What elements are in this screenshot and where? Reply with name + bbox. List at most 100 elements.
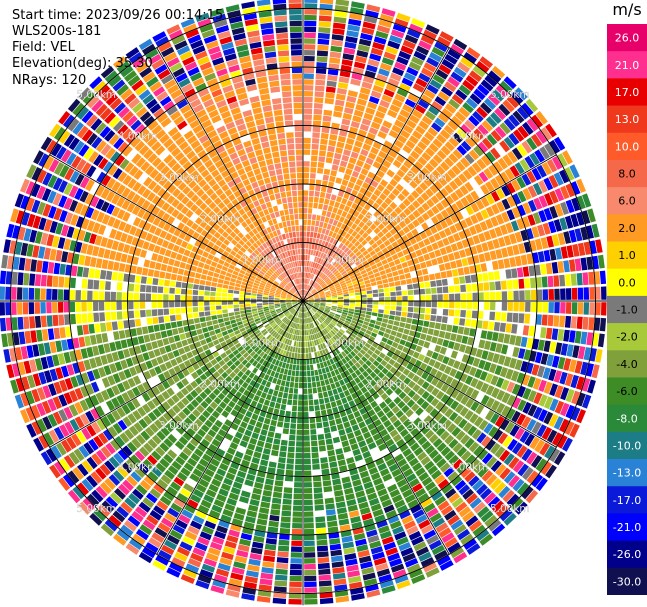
velocity-gate <box>423 62 437 73</box>
velocity-gate <box>585 225 594 239</box>
velocity-gate <box>452 442 463 453</box>
velocity-gate <box>347 90 358 98</box>
velocity-gate <box>326 256 332 262</box>
velocity-gate <box>325 229 330 236</box>
velocity-gate <box>396 169 406 178</box>
velocity-gate <box>292 297 298 300</box>
velocity-gate <box>52 314 59 327</box>
velocity-gate <box>499 80 513 94</box>
velocity-gate <box>445 217 454 226</box>
velocity-gate <box>112 422 123 434</box>
velocity-gate <box>216 468 227 477</box>
velocity-gate <box>214 433 224 442</box>
velocity-gate <box>313 314 318 320</box>
velocity-gate <box>426 507 439 518</box>
velocity-gate <box>316 245 321 251</box>
velocity-gate <box>366 286 372 291</box>
velocity-gate <box>292 303 298 306</box>
velocity-gate <box>340 315 347 320</box>
velocity-gate <box>580 361 589 376</box>
velocity-gate <box>471 310 478 319</box>
velocity-gate <box>295 452 303 459</box>
velocity-gate <box>43 432 55 446</box>
velocity-gate <box>520 254 528 266</box>
velocity-gate <box>359 407 367 415</box>
velocity-gate <box>228 352 235 360</box>
velocity-gate <box>484 292 490 301</box>
velocity-gate <box>257 294 263 297</box>
velocity-gate <box>303 447 311 453</box>
velocity-gate <box>316 62 327 69</box>
velocity-gate <box>474 223 483 234</box>
velocity-gate <box>367 152 377 160</box>
velocity-gate <box>407 307 414 313</box>
velocity-gate <box>473 462 485 474</box>
velocity-gate <box>278 361 283 368</box>
velocity-gate <box>312 475 322 482</box>
velocity-gate <box>49 248 57 261</box>
velocity-gate <box>178 362 187 371</box>
velocity-gate <box>414 359 423 368</box>
velocity-gate <box>382 318 389 324</box>
velocity-gate <box>338 353 344 360</box>
velocity-gate <box>434 272 441 280</box>
velocity-gate <box>303 213 308 220</box>
velocity-gate <box>87 279 94 290</box>
velocity-gate <box>232 339 239 345</box>
velocity-gate <box>539 146 551 160</box>
velocity-gate <box>208 392 217 401</box>
velocity-gate <box>113 331 120 341</box>
velocity-gate <box>317 287 323 292</box>
velocity-gate <box>401 290 408 296</box>
velocity-gate <box>190 494 202 504</box>
velocity-gate <box>343 47 356 55</box>
velocity-gate <box>545 123 557 138</box>
velocity-gate <box>202 251 209 258</box>
velocity-gate <box>239 307 246 311</box>
velocity-gate <box>274 295 281 298</box>
velocity-gate <box>141 267 149 276</box>
velocity-gate <box>413 417 422 427</box>
velocity-gate <box>322 421 330 428</box>
velocity-gate <box>303 382 308 389</box>
velocity-gate <box>86 220 96 232</box>
velocity-gate <box>412 509 425 519</box>
velocity-gate <box>136 327 143 336</box>
velocity-gate <box>207 547 221 556</box>
velocity-gate <box>320 295 326 298</box>
velocity-gate <box>534 439 546 453</box>
velocity-gate <box>512 397 522 409</box>
velocity-gate <box>281 291 287 295</box>
velocity-gate <box>249 333 256 339</box>
velocity-gate <box>290 423 296 429</box>
velocity-gate <box>134 228 143 238</box>
velocity-gate <box>551 432 563 446</box>
velocity-gate <box>178 436 189 446</box>
velocity-gate <box>116 301 122 310</box>
velocity-gate <box>262 561 275 568</box>
velocity-gate <box>200 256 207 263</box>
velocity-gate <box>477 310 484 320</box>
velocity-gate <box>157 373 166 382</box>
velocity-gate <box>249 418 257 426</box>
velocity-gate <box>359 87 371 95</box>
velocity-gate <box>475 211 484 222</box>
velocity-gate <box>163 490 175 502</box>
velocity-gate <box>499 140 511 153</box>
velocity-gate <box>123 348 131 358</box>
velocity-gate <box>334 152 342 160</box>
velocity-gate <box>292 301 298 304</box>
velocity-gate <box>254 346 260 353</box>
velocity-gate <box>281 510 292 517</box>
velocity-gate <box>396 296 402 301</box>
velocity-gate <box>412 351 420 359</box>
velocity-gate <box>502 435 513 448</box>
velocity-gate <box>464 471 476 483</box>
velocity-gate <box>547 314 554 327</box>
velocity-gate <box>424 131 435 142</box>
velocity-gate <box>360 148 369 157</box>
velocity-gate <box>330 467 339 474</box>
velocity-gate <box>350 516 361 524</box>
velocity-gate <box>402 144 412 154</box>
velocity-gate <box>11 302 17 315</box>
